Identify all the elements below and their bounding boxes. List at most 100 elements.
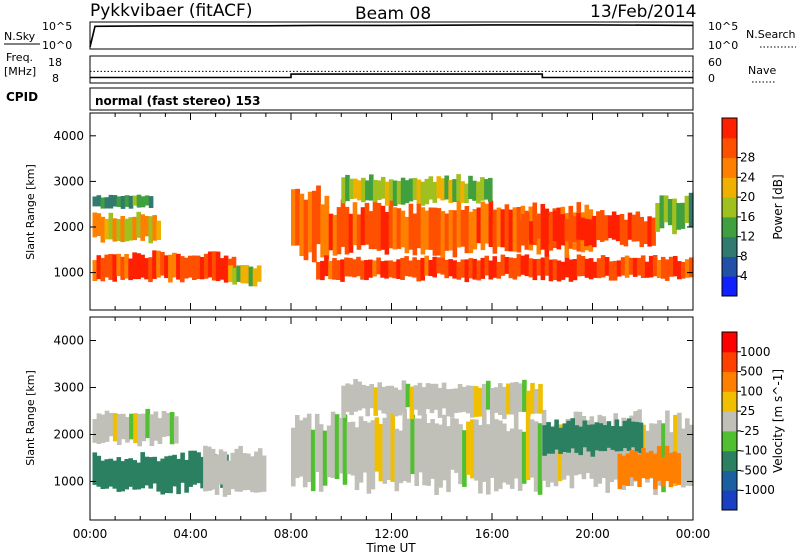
heatmap-cell (602, 425, 608, 452)
heatmap-cell (420, 207, 426, 255)
heatmap-cell (536, 258, 542, 276)
heatmap-cell (436, 257, 441, 274)
heatmap-cell (498, 383, 503, 415)
heatmap-cell (96, 213, 102, 237)
heatmap-cell (420, 257, 425, 281)
heatmap-cell (397, 389, 403, 416)
heatmap-cell (611, 211, 617, 240)
heatmap-cell (422, 414, 427, 486)
heatmap-cell (416, 179, 422, 204)
heatmap-cell (384, 181, 390, 206)
heatmap-cell (416, 203, 422, 249)
heatmap-cell (376, 202, 382, 251)
heatmap-cell (464, 259, 470, 283)
nsearch-label: N.Search (746, 28, 796, 41)
heatmap-cell (576, 254, 582, 277)
heatmap-cell (608, 261, 614, 281)
heatmap-cell (456, 198, 462, 248)
heatmap-cell (129, 413, 134, 440)
heatmap-cell (476, 181, 481, 204)
heatmap-cell (231, 256, 237, 279)
heatmap-cell (168, 254, 173, 283)
heatmap-cell (621, 455, 627, 486)
heatmap-cell (365, 385, 370, 417)
colorbar-tick-label: 4 (740, 269, 748, 283)
heatmap-cell (660, 256, 666, 279)
heatmap-cell (342, 414, 348, 485)
heatmap-cell (180, 256, 185, 283)
heatmap-cell (486, 380, 491, 410)
heatmap-cell (396, 180, 402, 205)
heatmap-cell (465, 385, 471, 414)
power-y-ticks: 1000 2000 3000 4000 (53, 129, 693, 280)
heatmap-cell (108, 413, 114, 437)
heatmap-cell (389, 385, 395, 414)
heatmap-cell (230, 452, 235, 490)
heatmap-cell (104, 219, 110, 240)
heatmap-cell (480, 201, 486, 251)
heatmap-cell (468, 175, 473, 199)
heatmap-cell (436, 208, 442, 256)
heatmap-cell (526, 390, 531, 416)
heatmap-cell (629, 450, 634, 478)
heatmap-cell (510, 382, 515, 415)
heatmap-cell (352, 202, 358, 246)
heatmap-cell (349, 384, 354, 416)
heatmap-cell (540, 257, 546, 281)
heatmap-cell (165, 412, 171, 437)
colorbar-tick-label: 25 (740, 404, 755, 418)
heatmap-cell (413, 385, 419, 410)
heatmap-cell (660, 457, 666, 487)
cpid-text: normal (fast stereo) 153 (95, 94, 261, 108)
heatmap-cell (358, 416, 364, 483)
heatmap-cell (473, 386, 479, 417)
heatmap-cell (244, 265, 250, 284)
heatmap-cell (410, 414, 415, 475)
heatmap-cell (668, 452, 674, 488)
heatmap-cell (600, 210, 605, 242)
heatmap-cell (121, 413, 126, 440)
heatmap-cell (621, 417, 626, 490)
heatmap-cell (404, 216, 410, 254)
heatmap-cell (360, 207, 366, 246)
heatmap-cell (352, 259, 357, 278)
heatmap-cell (480, 177, 485, 201)
heatmap-cell (404, 180, 410, 204)
heatmap-cell (318, 424, 324, 492)
heatmap-cell (124, 218, 129, 242)
heatmap-cell (291, 427, 296, 487)
heatmap-cell (96, 255, 102, 280)
heatmap-cell (144, 215, 149, 237)
heatmap-cell (464, 183, 469, 203)
heatmap-cell (628, 257, 634, 275)
heatmap-cell (461, 386, 467, 412)
heatmap-cell (152, 456, 157, 484)
freq-tick-top: 18 (48, 56, 62, 69)
heatmap-cell (574, 425, 579, 453)
heatmap-cell (676, 453, 681, 485)
heatmap-cell (116, 414, 122, 445)
heatmap-cell (512, 258, 518, 280)
heatmap-cell (424, 210, 430, 250)
heatmap-cell (636, 257, 642, 276)
heatmap-cell (366, 422, 372, 494)
heatmap-cell (496, 261, 502, 279)
colorbar-swatch (722, 137, 737, 159)
heatmap-cell (400, 210, 406, 248)
heatmap-cell (449, 388, 455, 418)
heatmap-cell (261, 455, 267, 492)
heatmap-cell (588, 219, 593, 246)
heatmap-cell (100, 460, 106, 489)
heatmap-cell (430, 419, 435, 479)
heatmap-cell (513, 411, 519, 479)
heatmap-cell (492, 256, 498, 278)
heatmap-cell (316, 185, 321, 245)
heatmap-cell (564, 255, 570, 278)
heatmap-cell (254, 451, 259, 493)
heatmap-cell (299, 420, 304, 477)
heatmap-cell (496, 207, 502, 247)
heatmap-cell (424, 178, 430, 205)
heatmap-cell (340, 259, 345, 282)
heatmap-cell (536, 213, 542, 239)
